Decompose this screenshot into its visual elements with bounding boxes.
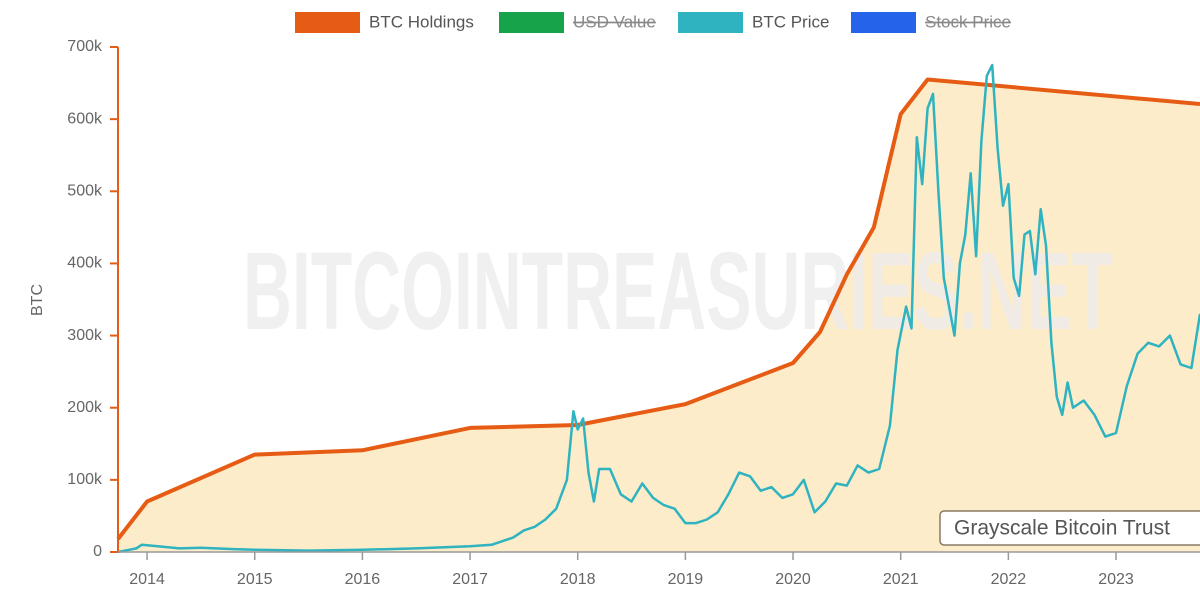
y-tick-label: 500k [67, 183, 103, 200]
x-tick-label: 2020 [775, 571, 811, 588]
x-tick-label: 2018 [560, 571, 596, 588]
y-tick-label: 400k [67, 255, 103, 272]
y-tick-label: 200k [67, 399, 103, 416]
annotation: Grayscale Bitcoin Trust [939, 510, 1200, 546]
legend-swatch [499, 12, 564, 33]
legend-item[interactable]: BTC Price [678, 12, 829, 33]
x-tick-label: 2023 [1098, 571, 1134, 588]
x-tick-label: 2017 [452, 571, 488, 588]
x-tick-label: 2019 [668, 571, 704, 588]
y-tick-label: 700k [67, 38, 103, 55]
legend-label: BTC Holdings [369, 12, 474, 31]
legend-swatch [678, 12, 743, 33]
x-tick-label: 2015 [237, 571, 273, 588]
x-tick-label: 2014 [129, 571, 165, 588]
y-tick-label: 0 [93, 543, 102, 560]
line [116, 77, 1200, 541]
x-tick-label: 2016 [345, 571, 381, 588]
legend-label: USD Value [573, 12, 656, 31]
legend-label: BTC Price [752, 12, 829, 31]
y-tick-label: 600k [67, 110, 103, 127]
x-tick-label: 2021 [883, 571, 919, 588]
line [117, 63, 1200, 554]
annotation-box [939, 510, 1200, 546]
legend-swatch [851, 12, 916, 33]
legend-item[interactable]: USD Value [499, 12, 656, 33]
legend-item[interactable]: Stock Price [851, 12, 1011, 33]
y-axis-label: BTC [29, 284, 46, 316]
y-tick-label: 300k [67, 327, 103, 344]
x-tick-label: 2022 [991, 571, 1027, 588]
watermark: BITCOINTREASURIES.NET [243, 230, 1113, 353]
annotation-text: Grayscale Bitcoin Trust [954, 517, 1170, 540]
legend-label: Stock Price [925, 12, 1011, 31]
y-tick-label: 100k [67, 471, 103, 488]
legend-swatch [295, 12, 360, 33]
legend-item[interactable]: BTC Holdings [295, 12, 474, 33]
area [118, 79, 1200, 552]
